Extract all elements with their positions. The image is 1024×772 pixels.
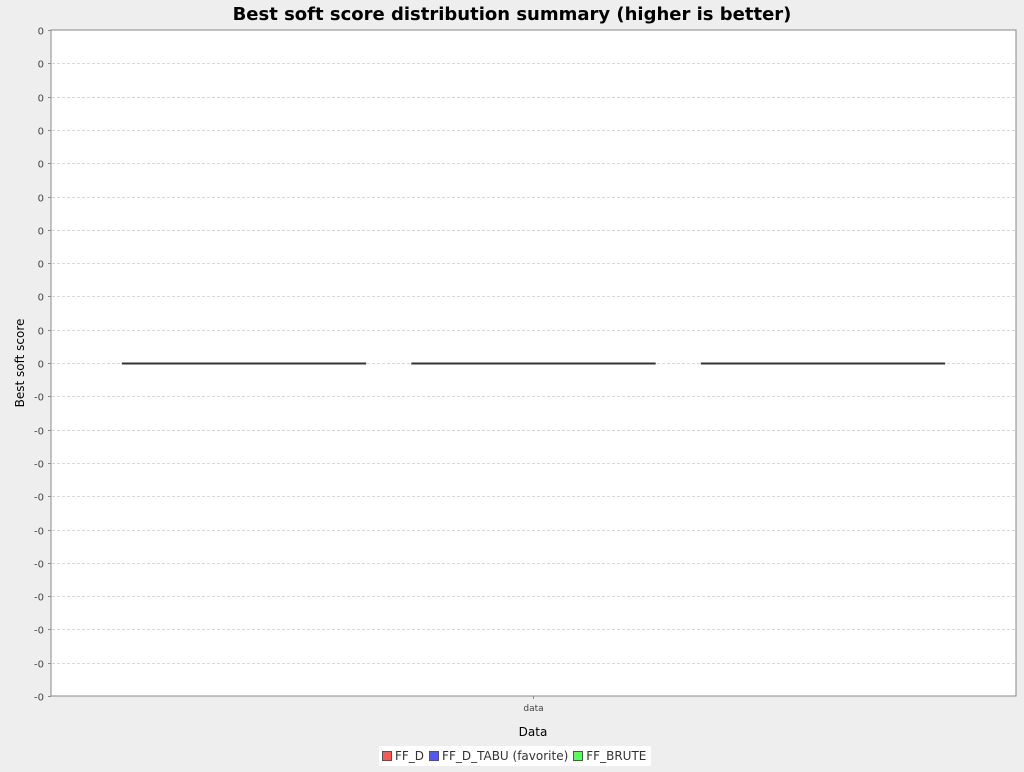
- y-tick-label: 0: [38, 160, 44, 171]
- y-tick-label: 0: [38, 293, 44, 304]
- y-tick-label: 0: [38, 194, 44, 205]
- y-tick-label: -0: [34, 393, 44, 404]
- y-tick-label: -0: [34, 626, 44, 637]
- y-tick-label: -0: [34, 427, 44, 438]
- y-tick-label: 0: [38, 360, 44, 371]
- legend: FF_D FF_D_TABU (favorite) FF_BRUTE: [379, 746, 652, 766]
- y-axis-label: Best soft score: [13, 319, 27, 408]
- y-tick-label: 0: [38, 60, 44, 71]
- y-tick-label: 0: [38, 327, 44, 338]
- y-tick-label: -0: [34, 527, 44, 538]
- y-tick-label: -0: [34, 593, 44, 604]
- y-tick-label: -0: [34, 460, 44, 471]
- y-tick-label: 0: [38, 94, 44, 105]
- y-tick-label: -0: [34, 693, 44, 704]
- x-tick-label: data: [523, 704, 543, 714]
- legend-swatch: [573, 751, 584, 761]
- y-tick-label: -0: [34, 493, 44, 504]
- legend-swatch: [429, 751, 440, 761]
- y-tick-label: 0: [38, 260, 44, 271]
- y-tick-label: 0: [38, 27, 44, 38]
- legend-label: FF_D: [395, 749, 425, 763]
- y-tick-label: -0: [34, 660, 44, 671]
- y-tick-label: -0: [34, 560, 44, 571]
- legend-item: FF_D: [382, 749, 424, 763]
- legend-item: FF_BRUTE: [573, 749, 646, 763]
- y-tick-label: 0: [38, 227, 44, 238]
- x-axis-label: Data: [519, 725, 548, 739]
- legend-label: FF_BRUTE: [586, 749, 647, 763]
- y-axis-ticks: 0 0 0 0 0 0 0 0 0 0 0 -0 -0 -0 -0 -0 -0 -0 -0 -0 -0: [34, 27, 51, 704]
- legend-swatch: [382, 751, 392, 761]
- x-axis-ticks: data: [523, 696, 544, 714]
- legend-item: FF_D_TABU (favorite): [429, 749, 568, 763]
- y-tick-label: 0: [38, 127, 44, 138]
- chart-title: Best soft score distribution summary (hi…: [233, 4, 792, 25]
- legend-label: FF_D_TABU (favorite): [442, 749, 569, 763]
